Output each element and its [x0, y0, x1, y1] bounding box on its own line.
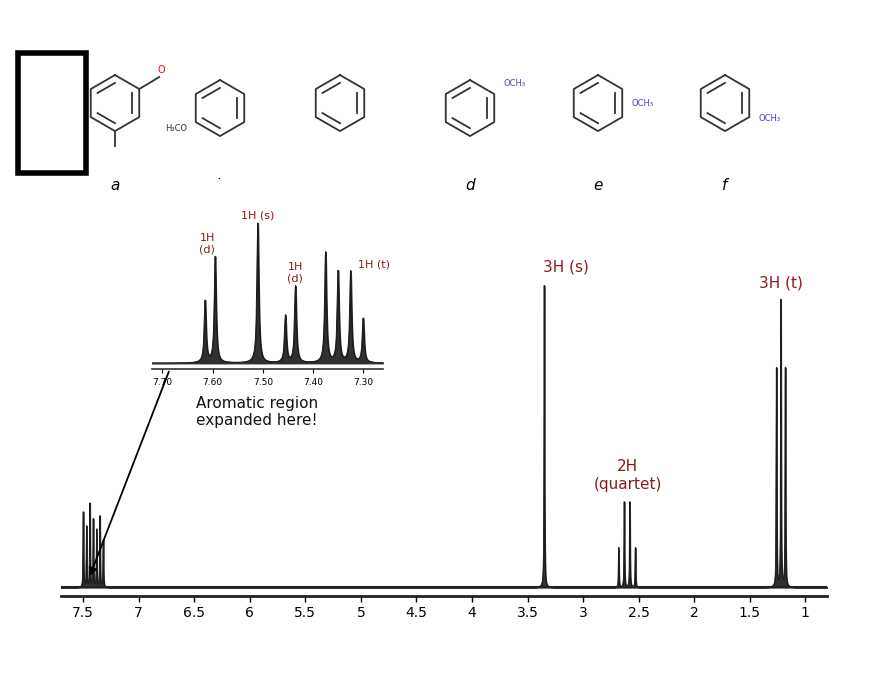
Text: 3H (t): 3H (t) — [759, 276, 803, 290]
Text: e: e — [593, 178, 603, 193]
Text: H₃CO: H₃CO — [165, 124, 187, 133]
Text: OCH₃: OCH₃ — [631, 99, 653, 108]
Text: 1H (s): 1H (s) — [241, 211, 274, 221]
Text: OCH₃: OCH₃ — [758, 114, 780, 123]
Text: f: f — [722, 178, 727, 193]
Text: 1H
(d): 1H (d) — [199, 233, 215, 255]
Text: b: b — [215, 178, 225, 193]
Text: 1H
(d): 1H (d) — [287, 262, 303, 284]
Text: 3H (s): 3H (s) — [544, 260, 589, 275]
Text: OCH₃: OCH₃ — [503, 79, 525, 87]
Text: O: O — [158, 65, 165, 75]
Text: a: a — [111, 178, 119, 193]
Text: 2H
(quartet): 2H (quartet) — [593, 459, 662, 492]
Text: c: c — [336, 178, 344, 193]
Bar — [18, 53, 86, 173]
Text: Aromatic region
expanded here!: Aromatic region expanded here! — [196, 396, 318, 429]
Text: d: d — [465, 178, 475, 193]
Text: 1H (t): 1H (t) — [358, 259, 390, 269]
